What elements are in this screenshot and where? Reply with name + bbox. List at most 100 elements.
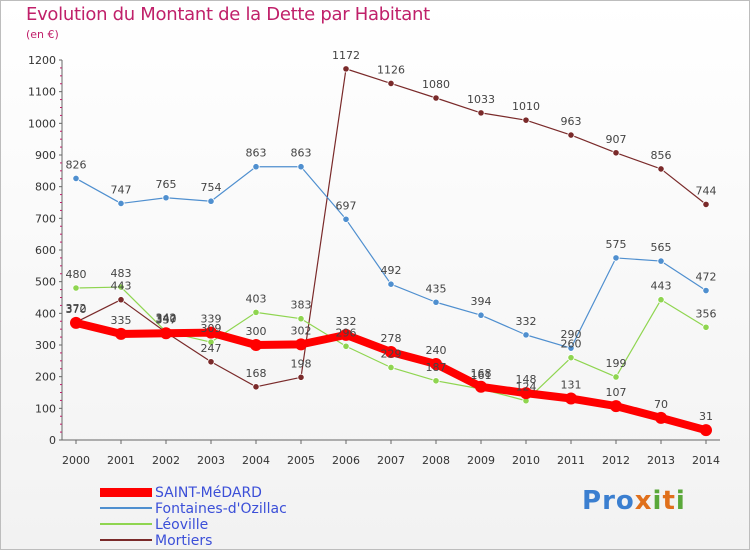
data-point [702,286,710,295]
data-point [70,316,82,329]
data-point [252,383,260,391]
data-label: 747 [111,183,132,196]
y-tick-label: 0 [49,434,56,447]
data-label: 472 [696,271,717,284]
data-label: 131 [561,379,582,392]
x-tick-label: 2007 [377,454,405,467]
data-label: 70 [654,398,668,411]
data-label: 403 [246,292,267,305]
data-label: 863 [291,147,312,160]
legend-swatch-mortiers [100,539,152,541]
data-label: 107 [606,386,627,399]
data-point [612,373,620,381]
data-label: 1033 [467,93,495,106]
data-point [250,339,262,351]
data-label: 124 [516,381,537,394]
data-label: 296 [336,326,357,339]
data-label: 278 [381,332,402,345]
logo-letter: o [615,486,635,516]
data-point [207,358,215,366]
x-tick-label: 2009 [467,454,495,467]
data-point [567,131,575,139]
data-point [160,327,172,340]
y-tick-label: 600 [35,244,56,257]
data-label: 565 [651,241,672,254]
data-point [297,163,305,171]
data-label: 963 [561,115,582,128]
data-point [295,338,307,351]
data-point [387,280,395,288]
data-label: 372 [66,302,87,315]
data-label: 383 [291,299,312,312]
x-tick-label: 2001 [107,454,135,467]
data-point [522,331,530,339]
data-label: 826 [66,158,87,171]
data-point [432,298,440,306]
legend-swatch-leoville [100,523,152,525]
y-tick-label: 1200 [28,54,56,67]
data-point [657,296,665,304]
data-point [387,79,395,88]
data-point [475,380,487,393]
x-tick-label: 2004 [242,454,270,467]
data-label: 356 [696,307,717,320]
data-point [252,308,260,316]
data-label: 309 [201,322,222,335]
y-tick-label: 800 [35,181,56,194]
data-point [342,65,350,73]
logo-letter: i [675,486,686,516]
data-point [612,149,620,157]
data-point [657,257,665,265]
data-label: 765 [156,178,177,191]
logo-letter: x [634,486,653,516]
data-point [430,358,442,370]
data-point [72,284,80,292]
data-point [342,342,350,350]
data-label: 907 [606,133,627,146]
x-tick-label: 2014 [692,454,720,467]
data-point [520,387,532,400]
data-point [72,174,80,183]
data-label: 199 [606,357,627,370]
legend-label: Léoville [155,517,209,533]
x-tick-label: 2006 [332,454,360,467]
data-point [252,163,260,171]
data-point [657,165,665,173]
data-point [117,296,125,304]
y-tick-label: 300 [35,339,56,352]
data-point [655,411,667,424]
legend-label: SAINT-MéDARD [155,485,262,501]
y-tick-label: 1100 [28,86,56,99]
data-label: 332 [516,315,537,328]
y-axis-unit: (en €) [26,28,59,41]
data-point [702,200,710,208]
logo-letter: P [582,486,603,516]
data-label: 340 [156,312,177,325]
x-tick-label: 2011 [557,454,585,467]
data-label: 394 [471,295,492,308]
x-tick-label: 2005 [287,454,315,467]
logo-letter: r [602,486,616,516]
data-label: 187 [426,361,447,374]
x-tick-label: 2000 [62,454,90,467]
logo-letter: t [662,486,676,516]
x-tick-label: 2010 [512,454,540,467]
data-label: 1010 [512,100,540,113]
data-point [567,344,575,352]
data-point [700,424,712,437]
data-label: 863 [246,147,267,160]
data-label: 240 [426,344,447,357]
legend-swatch-saint-medard [100,488,152,497]
data-point [207,197,215,205]
data-point [522,116,530,124]
y-tick-label: 900 [35,149,56,162]
data-point [610,400,622,413]
data-label: 342 [156,312,177,325]
data-point [477,311,485,319]
data-label: 247 [201,342,222,355]
x-tick-label: 2012 [602,454,630,467]
y-tick-label: 400 [35,307,56,320]
data-point [207,338,215,346]
data-point [297,373,305,381]
data-label: 302 [291,324,312,337]
